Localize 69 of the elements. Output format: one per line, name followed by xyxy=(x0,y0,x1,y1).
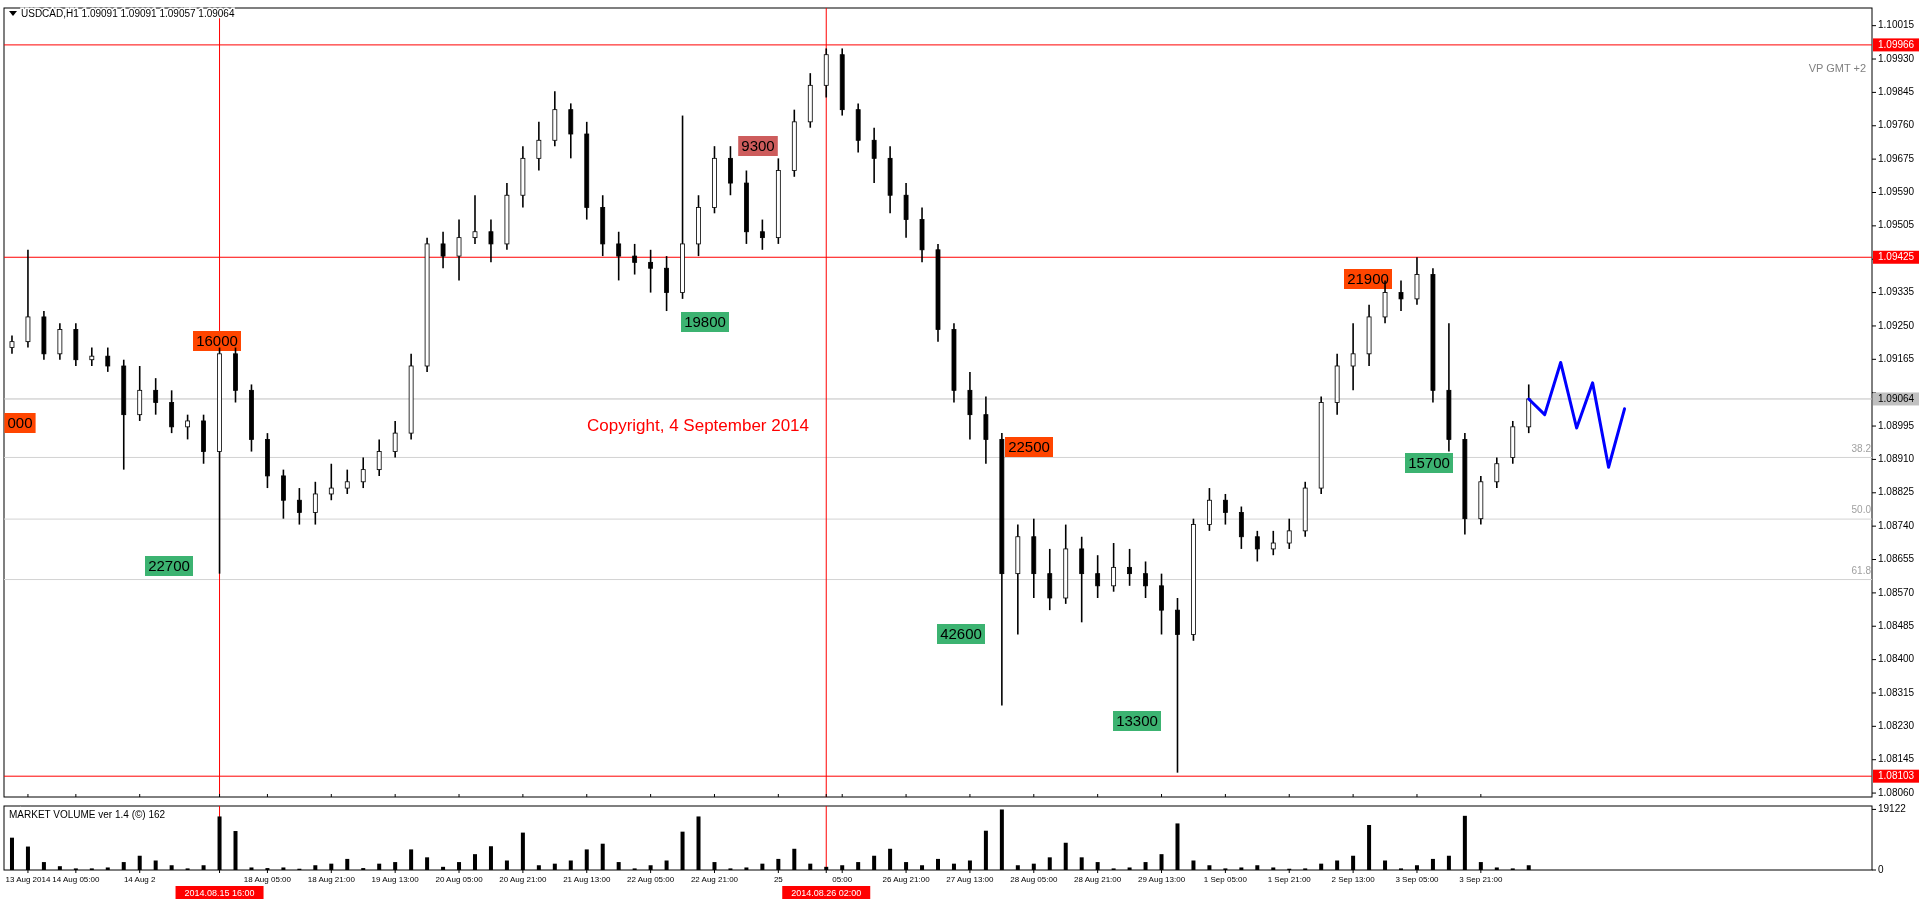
y-tick-label: 1.08485 xyxy=(1878,619,1915,631)
x-tick-label: 22 Aug 21:00 xyxy=(690,875,739,884)
x-tick-label: 13 Aug 2014 xyxy=(5,875,51,884)
x-tick-label: 28 Aug 05:00 xyxy=(1010,875,1058,884)
x-tick-label: 1 Sep 21:00 xyxy=(1267,875,1312,884)
y-tick-label: 1.08145 xyxy=(1878,753,1915,765)
y-tick-label: 1.10015 xyxy=(1878,19,1915,31)
annotation: 9300 xyxy=(741,136,775,154)
x-tick-label: 2014.08.15 16:00 xyxy=(184,888,255,898)
annotation: 42600 xyxy=(940,624,982,642)
x-tick-label: 20 Aug 05:00 xyxy=(435,875,484,884)
x-tick-label: 3 Sep 05:00 xyxy=(1395,875,1440,884)
chart-title: MARKET VOLUME ver 1.4 (©) 162 xyxy=(9,809,166,820)
x-tick-label: 27 Aug 13:00 xyxy=(946,875,995,884)
y-tick-label: 19122 xyxy=(1878,803,1907,815)
annotation: 15700 xyxy=(1408,453,1450,471)
annotation: 38.2 xyxy=(1851,443,1872,454)
annotation: 22700 xyxy=(148,556,190,574)
x-tick-label: 19 Aug 13:00 xyxy=(371,875,420,884)
annotation: 22500 xyxy=(1008,437,1050,455)
ref-line-label: 1.08103 xyxy=(1878,769,1915,781)
y-tick-label: 1.09250 xyxy=(1878,319,1915,331)
x-tick-label: 26 Aug 21:00 xyxy=(882,875,931,884)
y-tick-label: 1.08315 xyxy=(1878,686,1915,698)
y-tick-label: 1.08825 xyxy=(1878,486,1915,498)
x-tick-label: 18 Aug 21:00 xyxy=(307,875,356,884)
x-tick-label: 14 Aug 05:00 xyxy=(52,875,100,884)
y-tick-label: 1.08230 xyxy=(1878,719,1915,731)
y-tick-label: 1.08570 xyxy=(1878,586,1915,598)
x-tick-label: 2014.08.26 02:00 xyxy=(791,888,862,898)
y-tick-label: 1.09845 xyxy=(1878,86,1915,98)
annotation: 61.8 xyxy=(1851,565,1872,576)
annotation: 000 xyxy=(7,413,33,431)
x-tick-label: 3 Sep 21:00 xyxy=(1459,875,1503,884)
y-tick-label: 1.08995 xyxy=(1878,419,1915,431)
y-tick-label: 1.08740 xyxy=(1878,519,1915,531)
annotation: 13300 xyxy=(1116,711,1158,729)
x-tick-label: 18 Aug 05:00 xyxy=(243,875,292,884)
y-tick-label: 0 xyxy=(1878,863,1884,875)
x-tick-label: 2 Sep 13:00 xyxy=(1331,875,1376,884)
y-tick-label: 1.08655 xyxy=(1878,553,1915,565)
annotation: VP GMT +2 xyxy=(1808,62,1866,74)
annotation: 21900 xyxy=(1347,269,1389,287)
y-tick-label: 1.09590 xyxy=(1878,186,1915,198)
y-tick-label: 1.08400 xyxy=(1878,653,1915,665)
x-tick-label: 22 Aug 05:00 xyxy=(627,875,675,884)
annotation: Copyright, 4 September 2014 xyxy=(586,416,810,435)
x-tick-label: 25 xyxy=(773,875,784,884)
annotation: 50.0 xyxy=(1851,504,1872,515)
x-tick-label: 1 Sep 05:00 xyxy=(1203,875,1248,884)
x-tick-label: 29 Aug 13:00 xyxy=(1137,875,1186,884)
x-tick-label: 21 Aug 13:00 xyxy=(563,875,611,884)
y-tick-label: 1.08060 xyxy=(1878,786,1915,798)
y-tick-label: 1.09930 xyxy=(1878,52,1915,64)
annotation: 16000 xyxy=(196,331,238,349)
ref-line-label: 1.09425 xyxy=(1878,250,1915,262)
y-tick-label: 1.08910 xyxy=(1878,453,1915,465)
annotation: 19800 xyxy=(684,312,726,330)
x-tick-label: 28 Aug 21:00 xyxy=(1074,875,1122,884)
x-tick-label: 20 Aug 21:00 xyxy=(499,875,548,884)
y-tick-label: 1.09675 xyxy=(1878,152,1915,164)
y-tick-label: 1.09165 xyxy=(1878,352,1915,364)
y-tick-label: 1.09335 xyxy=(1878,286,1915,298)
ref-line-label: 1.09966 xyxy=(1878,38,1915,50)
y-tick-label: 1.09760 xyxy=(1878,119,1915,131)
ref-line-label: 1.09064 xyxy=(1878,392,1915,404)
x-tick-label: 05:00 xyxy=(832,875,853,884)
y-tick-label: 1.09505 xyxy=(1878,219,1915,231)
x-tick-label: 14 Aug 2 xyxy=(123,875,157,884)
